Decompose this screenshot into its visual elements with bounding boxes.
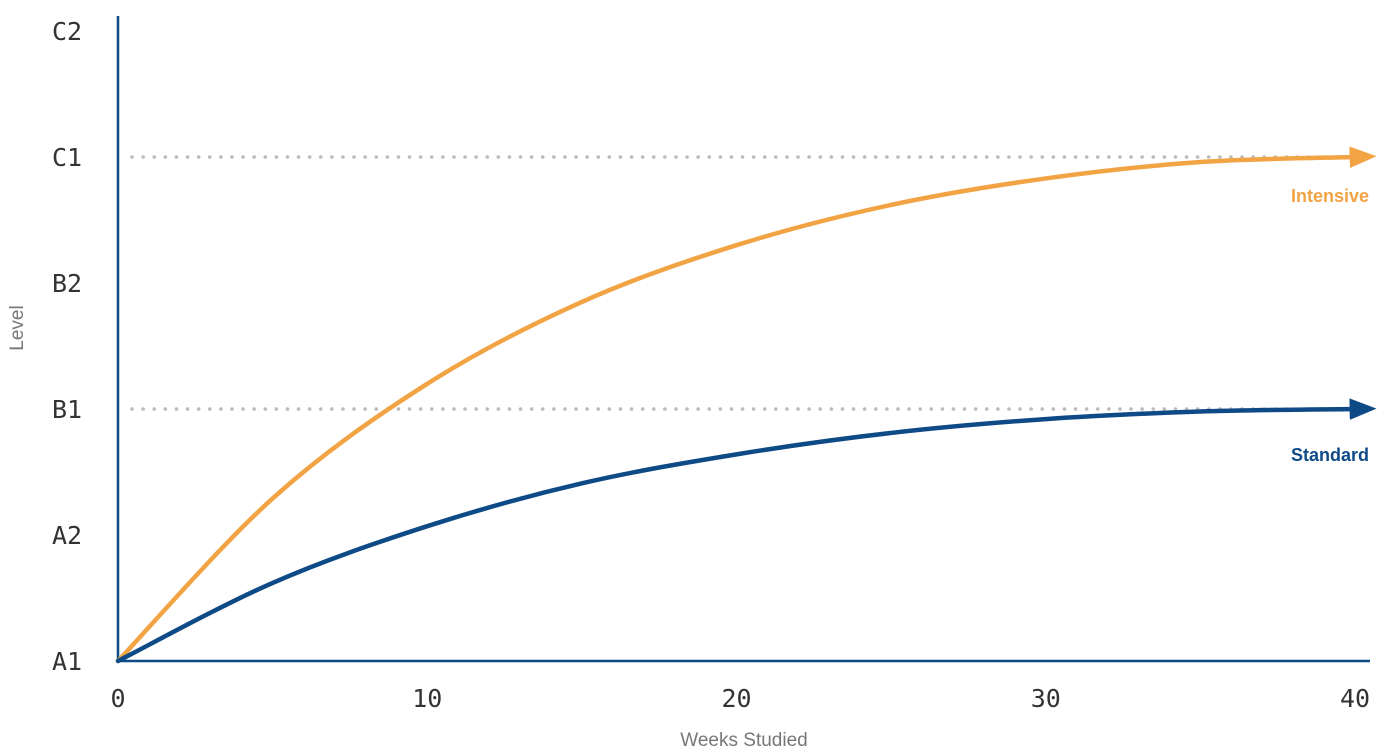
y-tick-label: B1 <box>52 395 82 424</box>
series-line-standard <box>115 398 1377 664</box>
y-tick-label: B2 <box>52 269 82 298</box>
y-tick-label: A1 <box>52 647 82 676</box>
y-tick-label: C2 <box>52 17 82 46</box>
x-tick-label: 40 <box>1340 684 1370 713</box>
x-axis-title: Weeks Studied <box>680 730 807 751</box>
series-line-intensive <box>115 146 1377 664</box>
x-tick-label: 0 <box>110 684 125 713</box>
x-tick-labels: 0 10 20 30 40 <box>110 684 1370 713</box>
reference-lines <box>130 155 1357 411</box>
y-tick-label: C1 <box>52 143 82 172</box>
y-tick-labels: A1 A2 B1 B2 C1 C2 <box>52 17 82 676</box>
x-tick-label: 20 <box>721 684 751 713</box>
series-label-intensive: Intensive <box>1291 186 1369 206</box>
x-tick-label: 30 <box>1031 684 1061 713</box>
x-tick-label: 10 <box>412 684 442 713</box>
series-layer: Intensive Standard <box>115 146 1377 664</box>
y-tick-label: A2 <box>52 521 82 550</box>
series-label-standard: Standard <box>1291 445 1369 465</box>
y-axis-title: Level <box>7 305 28 350</box>
